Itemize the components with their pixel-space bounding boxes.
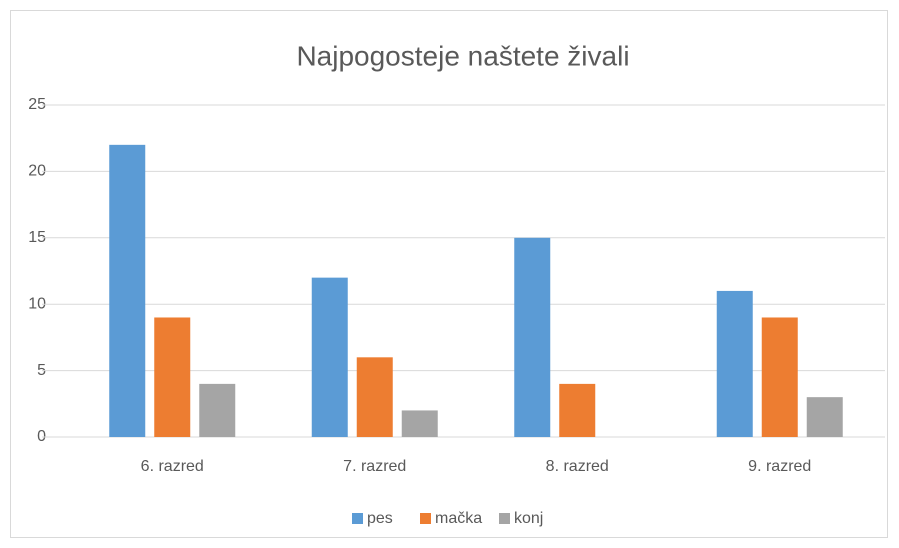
x-tick-label: 9. razred [748,458,811,475]
y-tick-label: 15 [28,229,46,246]
bar [559,383,596,437]
bar [154,317,191,437]
y-tick-label: 25 [28,96,46,113]
bar [514,237,551,437]
chart-border [10,10,888,538]
bar [199,383,236,437]
legend-label: pes [367,510,393,527]
chart-title: Najpogosteje naštete živali [296,40,629,71]
legend-swatch [420,513,431,524]
bar [356,357,393,437]
y-tick-label: 0 [37,428,46,445]
legend-label: mačka [435,510,482,527]
y-tick-label: 10 [28,295,46,312]
bar [761,317,798,437]
y-tick-label: 5 [37,362,46,379]
y-tick-label: 20 [28,163,46,180]
x-tick-label: 8. razred [546,458,609,475]
bar [716,290,753,437]
x-tick-label: 7. razred [343,458,406,475]
legend-swatch [352,513,363,524]
bar [109,144,146,437]
x-tick-label: 6. razred [141,458,204,475]
legend-label: konj [514,510,543,527]
bar [806,397,843,437]
bar [401,410,438,437]
legend-swatch [499,513,510,524]
bar [311,277,348,437]
